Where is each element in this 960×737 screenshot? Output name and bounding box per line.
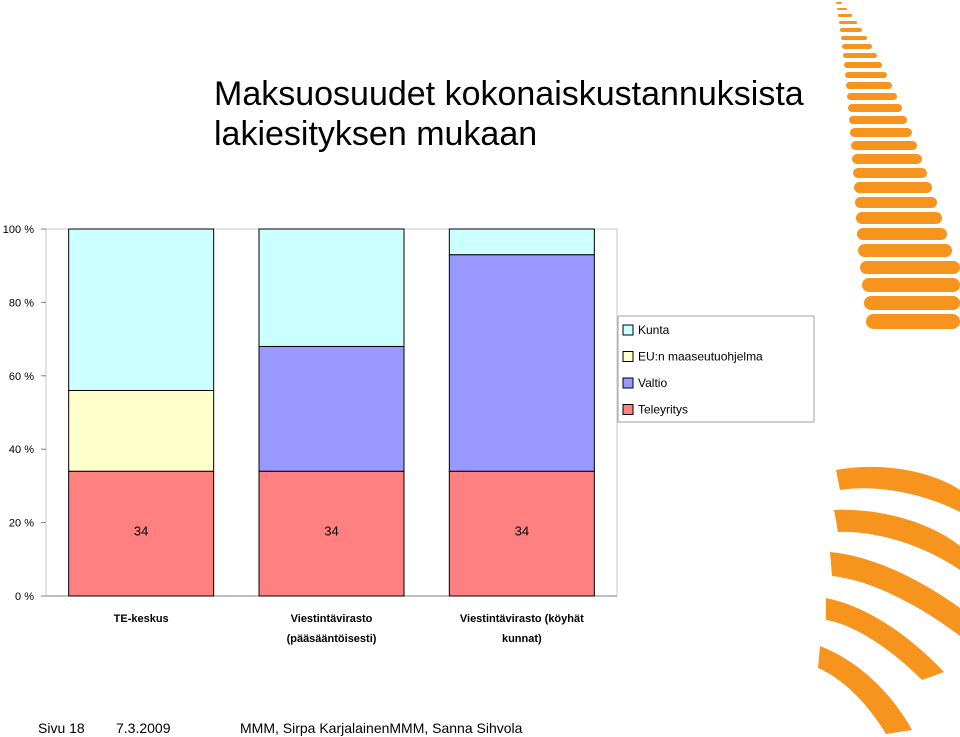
legend-swatch bbox=[622, 351, 634, 362]
x-tick-label: (pääsääntöisesti) bbox=[287, 633, 377, 645]
data-label: 34 bbox=[134, 524, 148, 539]
y-tick-label: 0 % bbox=[15, 591, 34, 603]
slide-title: Maksuosuudet kokonaiskustannuksista laki… bbox=[214, 74, 894, 154]
bar-segment bbox=[448, 228, 595, 256]
y-tick-label: 100 % bbox=[3, 224, 34, 236]
legend-swatch bbox=[622, 404, 634, 415]
y-tick-label: 40 % bbox=[9, 444, 34, 456]
bar-segment bbox=[68, 228, 215, 391]
slide-title-line-1: Maksuosuudet kokonaiskustannuksista bbox=[214, 75, 804, 113]
bar-segment bbox=[258, 228, 405, 347]
footer-authors: MMM, Sirpa KarjalainenMMM, Sanna Sihvola bbox=[240, 720, 523, 736]
footer-page-number: Sivu 18 bbox=[38, 720, 85, 736]
y-tick-label: 60 % bbox=[9, 371, 34, 383]
legend-box bbox=[617, 315, 815, 423]
legend-label: Teleyritys bbox=[638, 403, 688, 417]
bar-segment bbox=[258, 345, 405, 472]
slide-title-line-2: lakiesityksen mukaan bbox=[214, 115, 538, 153]
x-tick-label: Viestintävirasto (köyhät bbox=[460, 613, 584, 625]
footer-date: 7.3.2009 bbox=[116, 720, 171, 736]
bar-segment bbox=[448, 254, 595, 472]
legend-swatch bbox=[622, 324, 634, 336]
legend-label: EU:n maaseutuohjelma bbox=[638, 350, 763, 364]
x-tick-label: TE-keskus bbox=[114, 613, 169, 625]
bar-segment bbox=[258, 470, 405, 597]
bar-segment bbox=[68, 470, 215, 597]
bar-segment bbox=[68, 389, 215, 472]
bar-segment bbox=[448, 470, 595, 597]
x-tick-label: Viestintävirasto bbox=[291, 613, 373, 625]
legend-swatch bbox=[622, 377, 634, 389]
x-tick-label: kunnat) bbox=[502, 633, 542, 645]
data-label: 34 bbox=[515, 524, 529, 539]
data-label: 34 bbox=[324, 524, 338, 539]
legend-label: Kunta bbox=[638, 323, 670, 337]
legend-label: Valtio bbox=[638, 376, 667, 390]
y-tick-label: 20 % bbox=[9, 518, 34, 530]
y-tick-label: 80 % bbox=[9, 297, 34, 309]
